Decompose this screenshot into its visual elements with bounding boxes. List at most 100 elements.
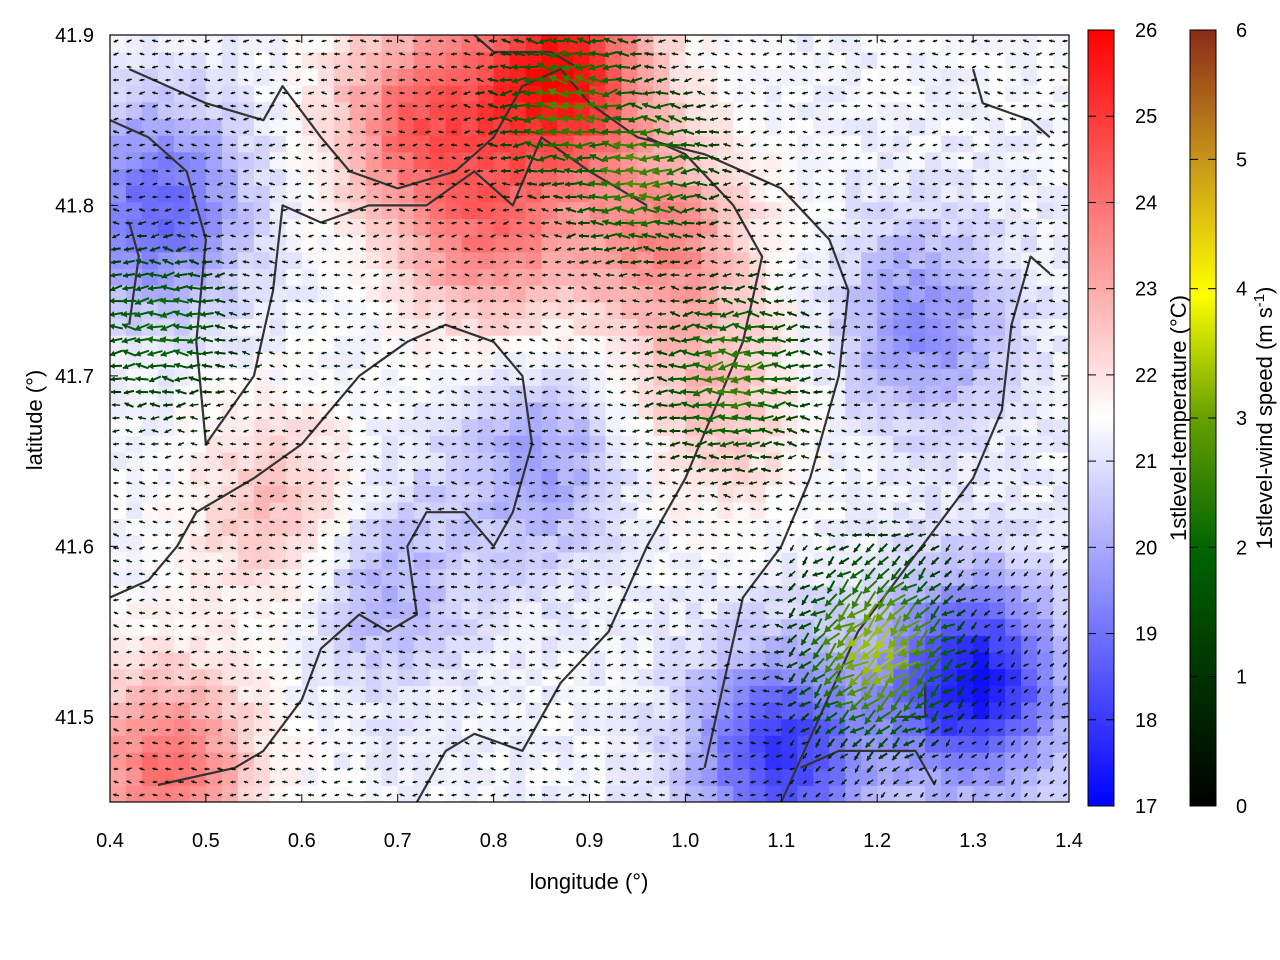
heatmap-cell (509, 501, 527, 520)
heatmap-cell (925, 251, 942, 270)
heatmap-cell (733, 785, 750, 802)
heatmap-cell (461, 68, 479, 86)
heatmap-cell (237, 268, 255, 286)
heatmap-cell (173, 35, 191, 53)
heatmap-cell (253, 401, 271, 420)
heatmap-cell (237, 618, 255, 636)
heatmap-cell (605, 501, 623, 520)
heatmap-cell (717, 651, 734, 670)
heatmap-cell (1021, 135, 1038, 153)
heatmap-cell (813, 268, 830, 286)
heatmap-cell (141, 35, 159, 53)
heatmap-cell (525, 485, 543, 503)
heatmap-cell (269, 501, 287, 520)
heatmap-cell (253, 601, 271, 620)
heatmap-cell (605, 268, 623, 286)
heatmap-cell (845, 418, 862, 436)
heatmap-cell (845, 335, 862, 353)
heatmap-cell (877, 35, 894, 53)
heatmap-cell (173, 51, 191, 69)
heatmap-cell (525, 301, 543, 320)
heatmap-cell (605, 635, 623, 653)
heatmap-cell (669, 785, 686, 802)
heatmap-cell (381, 585, 399, 603)
heatmap-cell (893, 451, 910, 470)
heatmap-cell (317, 718, 335, 736)
heatmap-cell (717, 485, 734, 503)
heatmap-cell (797, 568, 814, 586)
heatmap-cell (541, 368, 559, 386)
heatmap-cell (541, 185, 559, 203)
heatmap-cell (269, 601, 287, 620)
heatmap-cell (365, 335, 383, 353)
heatmap-cell (429, 251, 447, 270)
heatmap-cell (845, 185, 862, 203)
heatmap-cell (573, 751, 591, 770)
heatmap-cell (813, 35, 830, 53)
heatmap-cell (237, 768, 255, 786)
heatmap-cell (493, 418, 511, 436)
heatmap-cell (110, 551, 127, 570)
heatmap-cell (349, 701, 367, 720)
heatmap-cell (301, 718, 319, 736)
heatmap-cell (429, 535, 447, 553)
heatmap-cell (237, 118, 255, 136)
heatmap-cell (189, 68, 207, 86)
heatmap-cell (557, 218, 575, 236)
heatmap-cell (301, 401, 319, 420)
heatmap-cell (845, 101, 862, 119)
heatmap-cell (477, 418, 495, 436)
heatmap-cell (317, 568, 335, 586)
heatmap-cell (110, 185, 127, 203)
heatmap-cell (110, 368, 127, 386)
heatmap-cell (797, 535, 814, 553)
heatmap-cell (461, 601, 479, 620)
heatmap-cell (445, 785, 463, 802)
heatmap-cell (253, 785, 271, 802)
heatmap-cell (637, 751, 655, 770)
heatmap-cell (125, 701, 143, 720)
heatmap-cell (285, 435, 303, 453)
heatmap-cell (317, 485, 335, 503)
heatmap-cell (365, 501, 383, 520)
heatmap-cell (285, 218, 303, 236)
heatmap-cell (733, 568, 750, 586)
heatmap-cell (205, 518, 223, 536)
heatmap-cell (781, 68, 798, 86)
heatmap-cell (621, 685, 639, 703)
heatmap-cell (413, 701, 431, 720)
heatmap-cell (301, 351, 319, 370)
heatmap-cell (813, 251, 830, 270)
heatmap-cell (157, 568, 175, 586)
heatmap-cell (941, 451, 958, 470)
heatmap-cell (829, 451, 846, 470)
heatmap-cell (237, 668, 255, 686)
heatmap-cell (333, 685, 351, 703)
heatmap-cell (221, 718, 239, 736)
heatmap-cell (573, 351, 591, 370)
heatmap-cell (205, 651, 223, 670)
heatmap-cell (621, 35, 639, 53)
heatmap-cell (925, 401, 942, 420)
heatmap-cell (125, 535, 143, 553)
heatmap-cell (461, 185, 479, 203)
heatmap-cell (509, 218, 527, 236)
heatmap-cell (365, 735, 383, 753)
heatmap-cell (285, 468, 303, 486)
heatmap-cell (1053, 685, 1069, 703)
heatmap-cell (925, 85, 942, 103)
heatmap-cell (653, 68, 671, 86)
heatmap-cell (173, 735, 191, 753)
heatmap-cell (269, 418, 287, 436)
heatmap-cell (333, 268, 351, 286)
heatmap-cell (1037, 685, 1054, 703)
heatmap-cell (365, 468, 383, 486)
heatmap-cell (461, 235, 479, 253)
heatmap-cell (189, 635, 207, 653)
heatmap-cell (205, 201, 223, 220)
heatmap-cell (205, 35, 223, 53)
heatmap-cell (493, 751, 511, 770)
heatmap-cell (909, 135, 926, 153)
heatmap-cell (765, 601, 782, 620)
heatmap-cell (845, 385, 862, 403)
